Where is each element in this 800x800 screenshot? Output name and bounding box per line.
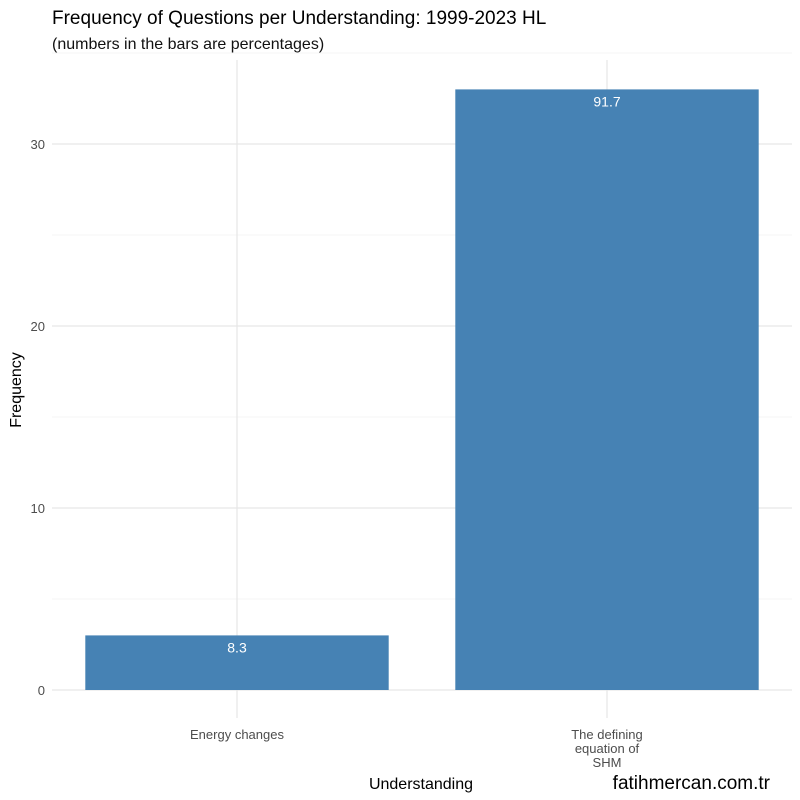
bars [85, 89, 759, 690]
bar [455, 89, 759, 690]
site-credit: fatihmercan.com.tr [613, 773, 771, 794]
x-tick-label: Energy changes [190, 727, 284, 742]
y-tick-label: 10 [31, 501, 45, 516]
y-tick-label: 30 [31, 137, 45, 152]
x-axis-title: Understanding [369, 776, 473, 793]
y-axis-title: Frequency [8, 352, 25, 428]
y-tick-label: 0 [38, 683, 45, 698]
chart-title: Frequency of Questions per Understanding… [52, 8, 546, 29]
bar-labels: 8.3 91.7 [227, 93, 621, 655]
y-axis-ticks: 0 10 20 30 [31, 137, 45, 698]
y-tick-label: 20 [31, 319, 45, 334]
bar-value-label: 8.3 [227, 639, 247, 655]
x-axis-ticks: Energy changes The defining equation of SHM [190, 727, 643, 770]
chart-subtitle: (numbers in the bars are percentages) [52, 36, 324, 53]
x-tick-label: The defining equation of SHM [571, 727, 643, 770]
bar [85, 635, 389, 690]
bar-value-label: 91.7 [593, 93, 620, 109]
